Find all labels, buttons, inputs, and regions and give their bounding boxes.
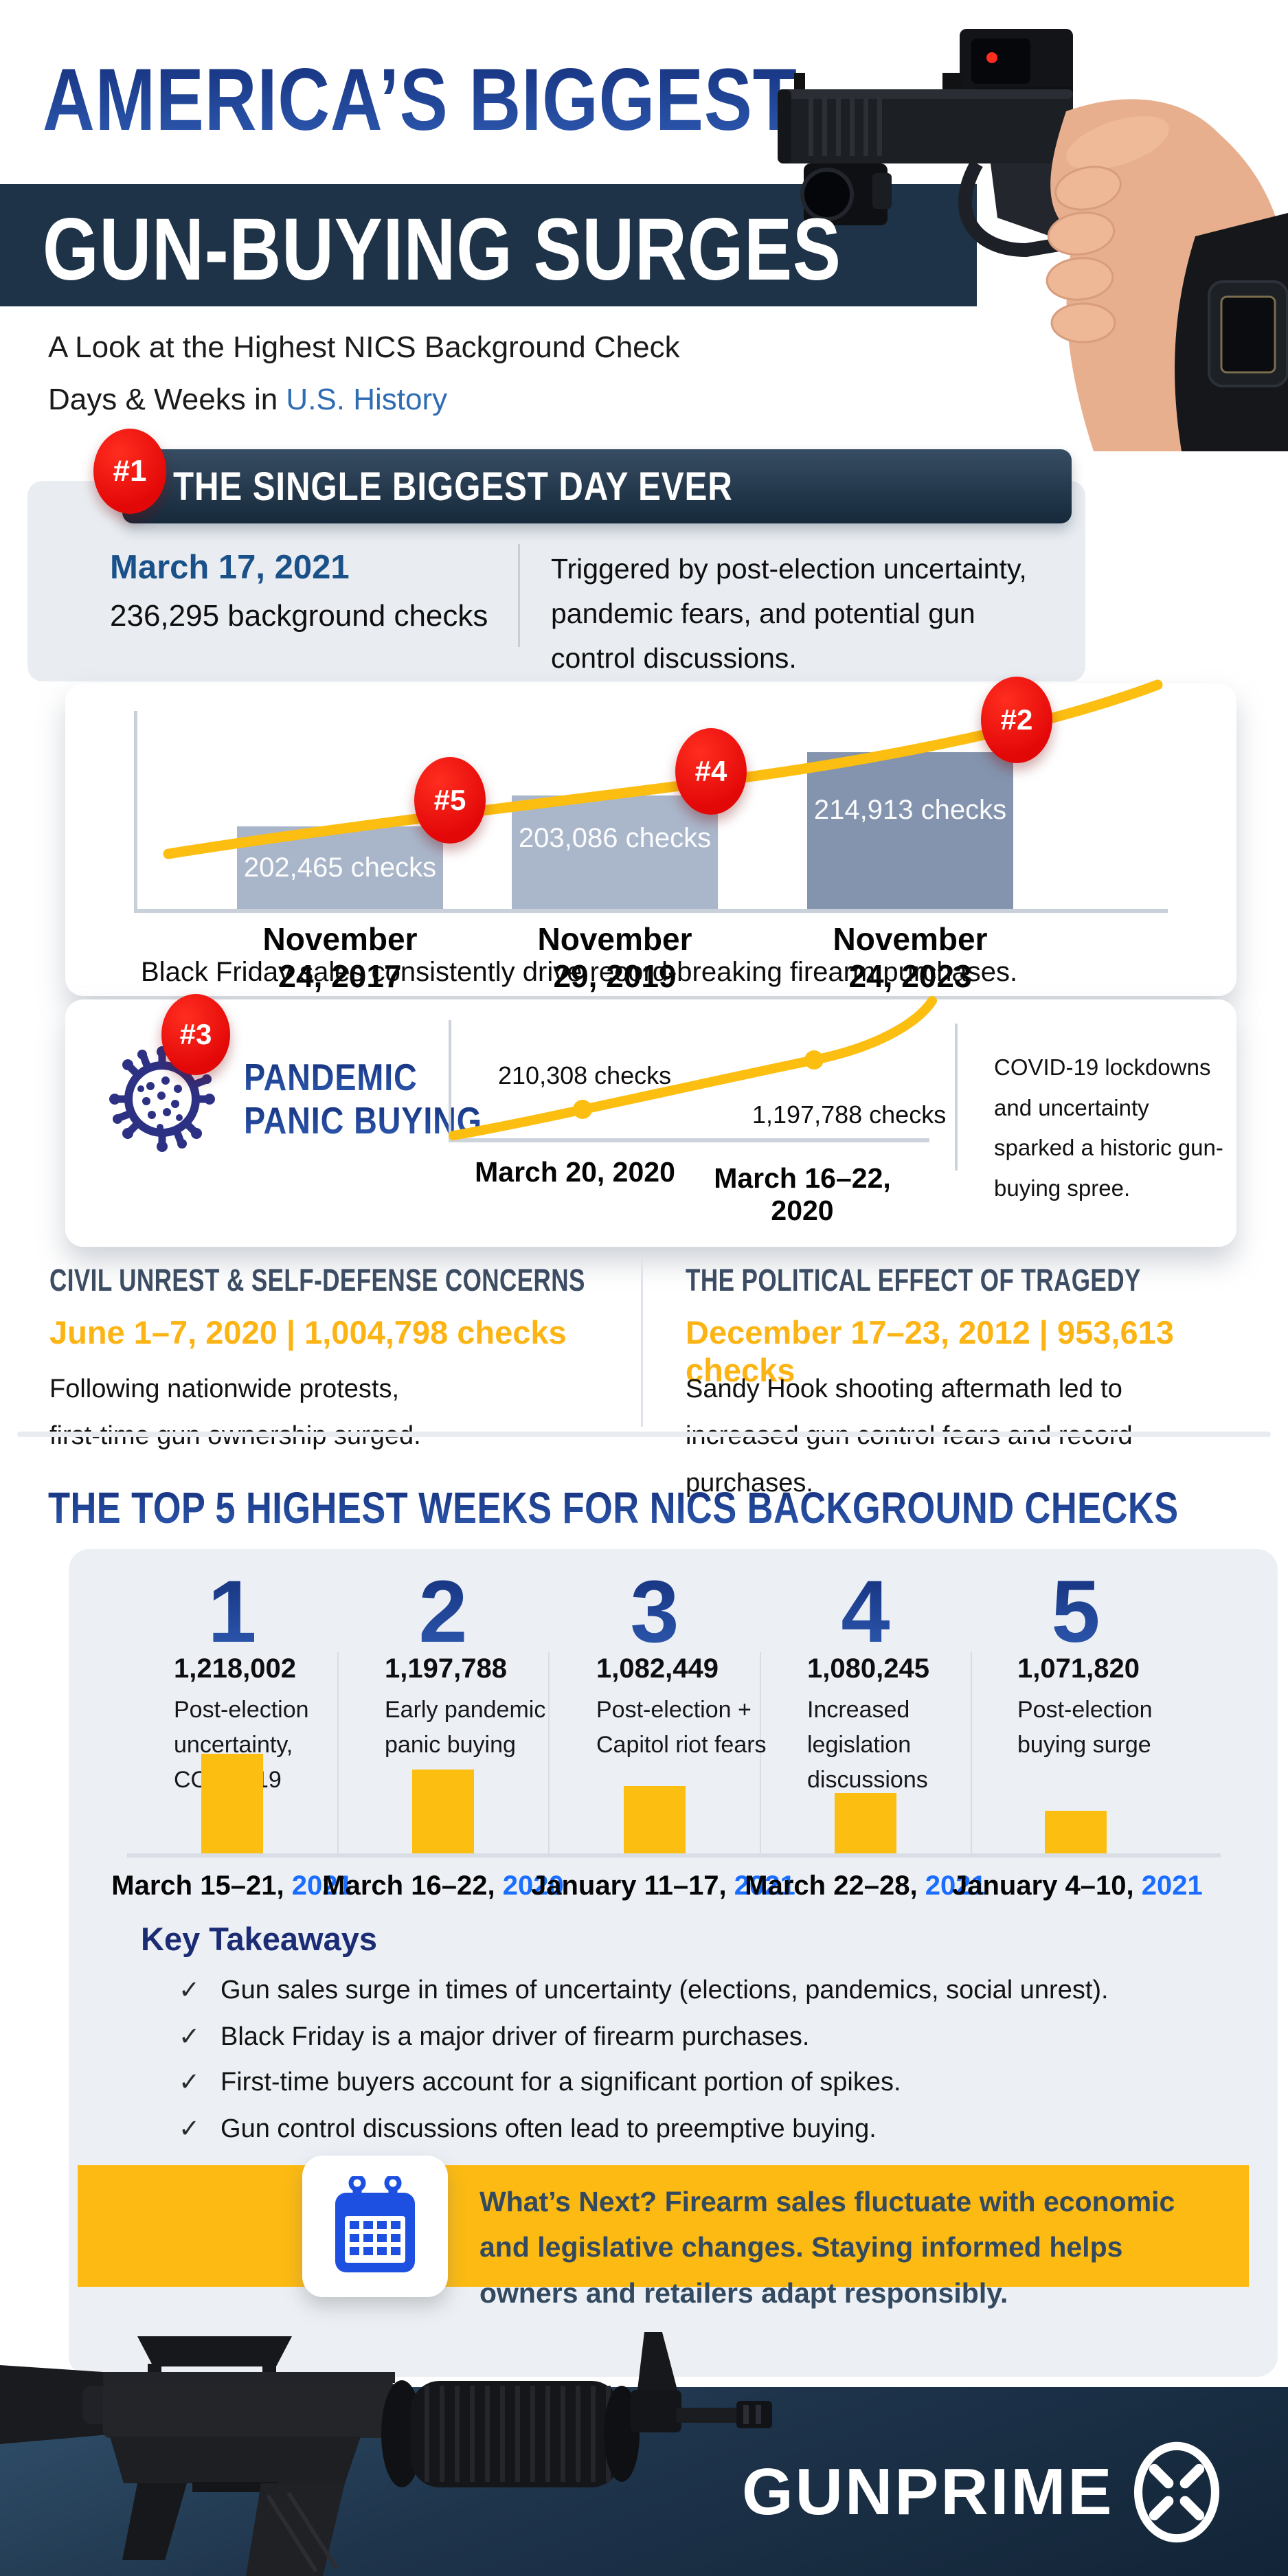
rifle-photo [0,2332,772,2576]
rank-badge-2: #2 [981,677,1052,763]
tragedy-stat: December 17–23, 2012 | 953,613 checks [686,1314,1174,1388]
bar-label: 202,465 checks [243,852,437,883]
tragedy-title: THE POLITICAL EFFECT OF TRAGEDY [686,1263,1141,1298]
y-axis [449,1020,451,1141]
check-icon: ✓ [179,2114,201,2143]
bar-2019: 203,086 checks [512,795,718,909]
top5-item-3: 1,082,449 Post-election + Capitol riot f… [596,1653,767,1758]
top5-bar-4 [835,1793,896,1853]
rank-badge-3: #3 [161,994,230,1075]
x-label-1: March 20, 2020 [475,1156,675,1188]
bar-date-2017: November 24, 2017 [262,921,418,994]
rank-number-1: 1 [207,1563,257,1661]
pandemic-description: COVID-19 lockdowns and uncertainty spark… [994,1054,1223,1201]
page-subtitle: A Look at the Highest NICS Background Ch… [48,321,680,425]
rank-badge-4: #4 [675,728,747,815]
takeaway-item: ✓ Gun control discussions often lead to … [179,2112,877,2146]
biggest-day-header-bar: THE SINGLE BIGGEST DAY EVER [122,449,1072,523]
rank-number-2: 2 [418,1563,468,1661]
vertical-divider [955,1024,958,1171]
subtitle-highlight: U.S. History [286,382,448,416]
black-friday-chart-card: 202,465 checks 203,086 checks 214,913 ch… [65,677,1236,996]
top5-date-5: January 4–10, 2021 [952,1871,1203,1901]
civil-unrest-stat: June 1–7, 2020 | 1,004,798 checks [49,1314,567,1351]
bar-2017: 202,465 checks [237,826,443,909]
rank-number-3: 3 [630,1563,679,1661]
pandemic-title: PANDEMIC PANIC BUYING [244,1056,482,1142]
data-point-2 [804,1050,824,1070]
bar-2023: 214,913 checks [807,752,1013,909]
bar-date-2019: November 29, 2019 [537,921,692,994]
takeaway-item: ✓ First-time buyers account for a signif… [179,2066,901,2099]
calendar-card [302,2156,448,2297]
brand-logo: GUNPRIME [742,2437,1225,2547]
subtitle-line1: A Look at the Highest NICS Background Ch… [48,330,680,364]
check-icon: ✓ [179,1976,201,2004]
key-takeaways-title: Key Takeaways [141,1921,378,1957]
point1-label: 210,308 checks [498,1061,672,1089]
x-axis [134,909,1168,913]
page-title-line2: GUN-BUYING SURGES [43,201,841,299]
top5-item-2: 1,197,788 Early pandemic panic buying [385,1653,546,1758]
point2-label: 1,197,788 checks [752,1100,947,1129]
top5-date-2: March 16–22, 2020 [322,1871,564,1901]
baseline [127,1853,1221,1857]
rank-number-4: 4 [841,1563,890,1661]
civil-unrest-title: CIVIL UNREST & SELF-DEFENSE CONCERNS [49,1263,585,1298]
column-divider [760,1652,761,1855]
vertical-divider [518,544,520,647]
takeaway-item: ✓ Black Friday is a major driver of fire… [179,2020,809,2054]
pandemic-line-chart [449,996,937,1140]
top5-date-1: March 15–21, 2021 [111,1871,353,1901]
biggest-day-description: Triggered by post-election uncertainty, … [551,553,1027,674]
subtitle-line2: Days & Weeks in [48,382,286,416]
check-icon: ✓ [179,2068,201,2096]
check-icon: ✓ [179,2022,201,2050]
top5-bar-3 [624,1786,686,1853]
rank-number-5: 5 [1051,1563,1100,1661]
rank-badge-5: #5 [414,757,486,844]
page-title-line1: AMERICA’S BIGGEST [43,51,798,149]
column-divider [641,1258,643,1427]
brand-name: GUNPRIME [742,2455,1114,2529]
top5-bar-2 [412,1770,474,1853]
whats-next-text: What’s Next? Firearm sales fluctuate wit… [479,2186,1175,2309]
bar-label: 214,913 checks [813,795,1007,825]
data-point-1 [573,1100,592,1119]
top5-bar-1 [201,1754,263,1853]
top5-bar-5 [1045,1811,1107,1853]
biggest-day-date: March 17, 2021 [110,549,350,586]
bar-label: 203,086 checks [518,823,712,853]
pistol-photo [778,29,1288,451]
x-label-2: March 16–22, 2020 [714,1162,891,1226]
rank-badge-1: #1 [93,429,166,514]
column-divider [337,1652,339,1855]
brand-reticle-icon [1134,2441,1220,2543]
y-axis [134,711,137,910]
top5-date-3: January 11–17, 2021 [531,1871,795,1901]
x-axis [449,1138,929,1142]
top5-item-4: 1,080,245 Increased legislation discussi… [807,1653,929,1793]
civil-unrest-description: Following nationwide protests, first-tim… [49,1375,421,1450]
top5-title: THE TOP 5 HIGHEST WEEKS FOR NICS BACKGRO… [48,1483,1179,1533]
section-divider [17,1432,1271,1437]
whats-next-banner: What’s Next? Firearm sales fluctuate wit… [78,2165,1249,2309]
bar-date-2023: November 24, 2023 [833,921,988,994]
pandemic-card: #3 [65,994,1236,1247]
takeaway-item: ✓ Gun sales surge in times of uncertaint… [179,1974,1109,2007]
biggest-day-stat: 236,295 background checks [110,599,488,633]
top5-item-5: 1,071,820 Post-election buying surge [1017,1653,1153,1758]
top5-date-4: March 22–28, 2021 [745,1871,986,1901]
column-divider [971,1652,972,1855]
column-divider [548,1652,550,1855]
biggest-day-title: THE SINGLE BIGGEST DAY EVER [173,464,733,509]
calendar-icon [335,2176,415,2272]
black-friday-caption: Black Friday sales consistently drive re… [141,957,1018,987]
